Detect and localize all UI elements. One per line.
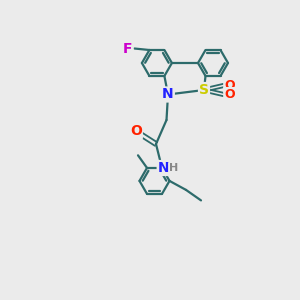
Text: F: F xyxy=(123,41,133,56)
Text: N: N xyxy=(162,88,174,101)
Text: N: N xyxy=(158,161,169,175)
Text: O: O xyxy=(224,88,235,101)
Text: S: S xyxy=(199,83,209,97)
Text: O: O xyxy=(224,79,235,92)
Text: H: H xyxy=(169,163,178,173)
Text: O: O xyxy=(130,124,142,138)
